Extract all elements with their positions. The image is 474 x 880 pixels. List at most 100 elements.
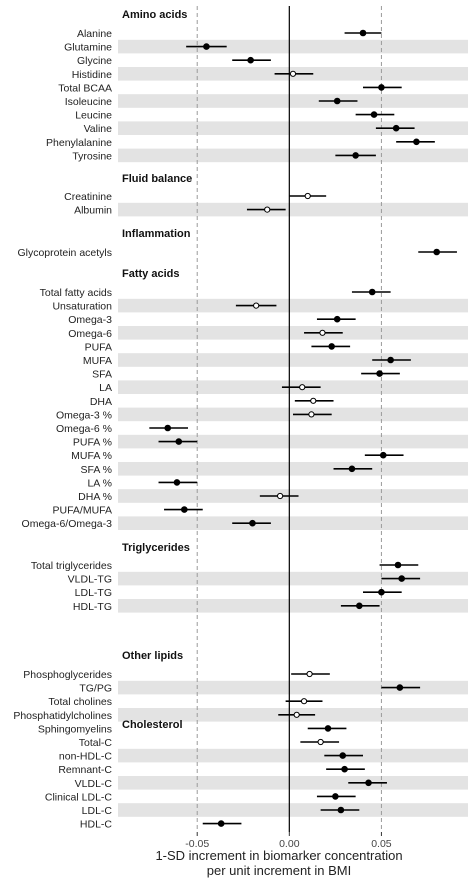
group-title-fatty-acids: Fatty acids: [122, 268, 179, 280]
estimate-point-omega-6-pct: [164, 424, 172, 432]
row-label-phenylalanine: Phenylalanine: [46, 137, 112, 149]
row-label-valine: Valine: [84, 123, 113, 135]
estimate-marks: [149, 29, 457, 827]
estimate-point-hdl-c: [217, 820, 225, 827]
row-band: [118, 748, 468, 763]
row-label-glycoprotein-acetyls: Glycoprotein acetyls: [17, 247, 112, 259]
estimate-point-vldl-tg: [398, 575, 405, 582]
estimate-point-ldl-tg: [378, 588, 385, 596]
row-band: [118, 39, 468, 54]
estimate-point-la-pct: [173, 479, 181, 486]
row-label-total-cholines: Total cholines: [48, 696, 112, 708]
estimate-point-alanine: [359, 29, 367, 37]
estimate-point-total-cholines: [300, 698, 308, 705]
row-band: [118, 353, 468, 367]
estimate-point-valine: [392, 124, 400, 132]
estimate-point-dha-pct: [277, 492, 284, 500]
group-title-fluid-balance: Fluid balance: [122, 173, 192, 185]
estimate-point-tg-pg: [396, 684, 404, 691]
row-label-alanine: Alanine: [77, 28, 112, 40]
row-band: [118, 148, 468, 163]
estimate-point-creatinine: [304, 192, 311, 200]
row-label-vldl-c: VLDL-C: [75, 778, 113, 790]
row-label-unsaturation: Unsaturation: [52, 301, 112, 313]
x-tick-label: 0.00: [279, 838, 300, 850]
group-title-amino-acids: Amino acids: [122, 9, 187, 21]
estimate-point-non-hdl-c: [339, 752, 347, 759]
row-label-ldl-c: LDL-C: [82, 805, 113, 817]
estimate-point-mufa-pct: [379, 451, 387, 459]
estimate-point-sfa: [376, 370, 383, 377]
row-band: [118, 680, 468, 695]
estimate-point-sfa-pct: [348, 465, 356, 473]
estimate-point-omega-6-omega-3: [249, 519, 256, 527]
group-title-other-lipids: Other lipids: [122, 650, 183, 662]
row-label-pufa-pct: PUFA %: [73, 437, 112, 449]
estimate-point-sphingomyelins: [324, 725, 332, 732]
estimate-point-total-fatty-acids: [368, 288, 376, 296]
row-label-mufa-pct: MUFA %: [71, 450, 112, 462]
row-label-remnant-c: Remnant-C: [58, 764, 112, 776]
estimate-point-omega-3-pct: [308, 411, 315, 418]
row-label-tg-pg: TG/PG: [79, 683, 112, 695]
row-label-sfa-pct: SFA %: [80, 464, 112, 476]
row-label-phosphoglycerides: Phosphoglycerides: [23, 669, 112, 681]
row-band: [118, 298, 468, 313]
estimate-point-dha: [310, 397, 317, 404]
estimate-point-total-bcaa: [378, 84, 385, 91]
estimate-point-tyrosine: [352, 152, 359, 159]
group-title-inflammation: Inflammation: [122, 228, 191, 240]
estimate-point-pufa-mufa: [181, 506, 188, 513]
row-band: [118, 599, 468, 613]
estimate-point-hdl-tg: [356, 602, 363, 610]
row-label-tyrosine: Tyrosine: [72, 150, 112, 162]
x-axis-label-line-1: 1-SD increment in biomarker concentratio…: [155, 848, 402, 863]
row-label-albumin: Albumin: [74, 205, 112, 217]
row-label-mufa: MUFA: [83, 355, 112, 367]
estimate-point-ldl-c: [337, 806, 345, 814]
row-label-total-fatty-acids: Total fatty acids: [40, 287, 112, 299]
estimate-point-isoleucine: [333, 97, 341, 105]
row-label-sfa: SFA: [92, 369, 112, 381]
row-label-glycine: Glycine: [77, 55, 112, 67]
estimate-point-pufa-pct: [175, 438, 183, 445]
row-label-omega-3: Omega-3: [68, 314, 112, 326]
row-label-hdl-tg: HDL-TG: [73, 601, 112, 613]
estimate-point-total-triglycerides: [394, 561, 402, 569]
row-band: [118, 571, 468, 586]
estimate-point-phenylalanine: [413, 138, 420, 146]
row-bands: [118, 39, 468, 817]
row-band: [118, 434, 468, 449]
row-label-ldl-tg: LDL-TG: [75, 587, 112, 599]
row-label-phosphatidylcholines: Phosphatidylcholines: [13, 710, 112, 722]
estimate-point-total-c: [317, 738, 324, 746]
row-band: [118, 202, 468, 217]
row-label-glutamine: Glutamine: [64, 42, 112, 54]
estimate-point-unsaturation: [253, 302, 260, 309]
estimate-point-omega-3: [333, 315, 341, 323]
estimate-point-glycoprotein-acetyls: [433, 248, 440, 256]
row-band: [118, 462, 468, 476]
reference-lines: [196, 6, 382, 832]
row-label-omega-6: Omega-6: [68, 328, 112, 340]
row-label-total-c: Total-C: [79, 737, 113, 749]
row-label-hdl-c: HDL-C: [80, 819, 113, 831]
group-title-cholesterol: Cholesterol: [122, 719, 183, 731]
row-label-sphingomyelins: Sphingomyelins: [38, 723, 112, 735]
row-label-la-pct: LA %: [87, 477, 112, 489]
row-band: [118, 516, 468, 530]
row-band: [118, 326, 468, 340]
estimate-point-omega-6: [319, 329, 326, 336]
estimate-point-leucine: [370, 111, 378, 118]
row-label-la: LA: [99, 382, 112, 394]
estimate-point-mufa: [387, 356, 394, 364]
estimate-point-la: [299, 384, 306, 391]
estimate-point-phosphoglycerides: [306, 670, 313, 678]
row-band: [118, 776, 468, 790]
row-band: [118, 94, 468, 108]
estimate-point-glycine: [247, 56, 254, 64]
x-axis: -0.05 0.00 0.05: [185, 832, 392, 850]
estimate-point-remnant-c: [341, 765, 348, 773]
